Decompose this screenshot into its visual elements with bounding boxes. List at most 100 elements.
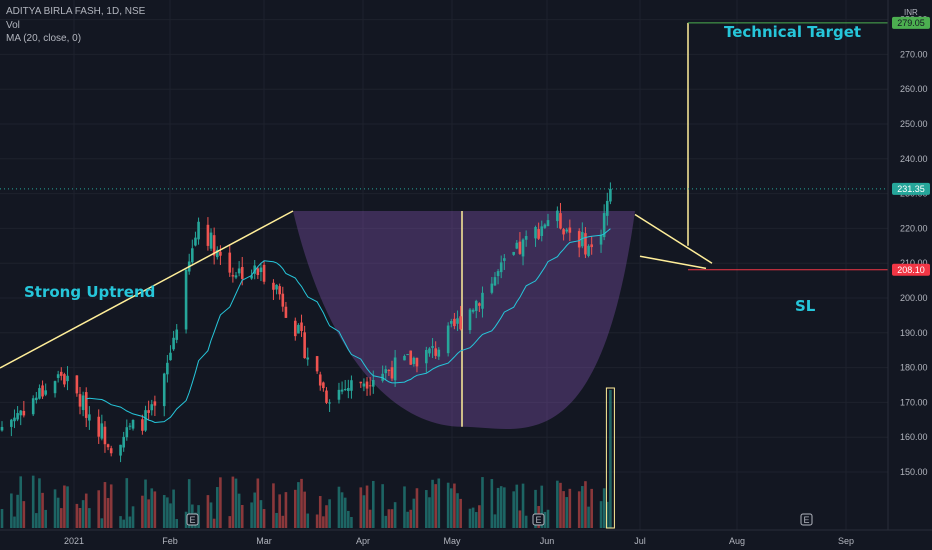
volume-bar xyxy=(66,486,69,528)
candle-body xyxy=(172,337,175,350)
volume-bar xyxy=(425,490,428,528)
candle-body xyxy=(325,390,328,403)
volume-bar xyxy=(393,502,397,528)
volume-bar xyxy=(275,512,278,528)
volume-bar xyxy=(368,509,372,528)
candle-body xyxy=(581,232,584,247)
candle-body xyxy=(428,348,431,354)
volume-bar xyxy=(577,491,581,528)
volume-bar xyxy=(540,485,544,528)
volume-bar xyxy=(518,510,522,528)
candle-body xyxy=(609,188,612,202)
y-tick-label: 200.00 xyxy=(900,293,928,303)
x-tick-label: 2021 xyxy=(64,536,84,546)
candle-body xyxy=(347,387,350,391)
candle-body xyxy=(546,220,550,227)
volume-bar xyxy=(534,489,537,528)
candle-body xyxy=(38,388,41,399)
volume-indicator-label[interactable]: Vol xyxy=(6,20,20,31)
candle-body xyxy=(512,251,515,255)
volume-bar xyxy=(259,500,263,528)
volume-bar xyxy=(131,506,135,528)
volume-bar xyxy=(306,513,310,528)
candle-body xyxy=(35,397,38,401)
volume-bar xyxy=(362,495,366,528)
volume-bar xyxy=(453,483,456,528)
volume-bar xyxy=(38,478,41,528)
y-tick-label: 180.00 xyxy=(900,363,928,373)
candle-body xyxy=(425,350,428,364)
candle-body xyxy=(587,245,590,256)
y-tick-label: 250.00 xyxy=(900,119,928,129)
volume-bar xyxy=(387,509,391,528)
pennant-lower-line xyxy=(639,255,707,270)
candle-body xyxy=(231,275,235,277)
earnings-marker[interactable] xyxy=(800,513,813,526)
y-tick-label: 270.00 xyxy=(900,49,928,59)
candle-body xyxy=(31,398,35,415)
volume-bar xyxy=(587,506,590,528)
candle-body xyxy=(437,349,441,357)
candle-body xyxy=(524,236,528,240)
candle-body xyxy=(41,385,44,397)
volume-bar xyxy=(437,478,441,528)
volume-bar xyxy=(474,512,478,528)
sl-price-tag-text: 208.10 xyxy=(897,265,925,275)
volume-bar xyxy=(503,487,506,528)
candle-body xyxy=(350,380,353,391)
volume-bar xyxy=(162,495,166,528)
volume-bar xyxy=(284,492,288,528)
currency-label: INR xyxy=(904,8,918,17)
candle-body xyxy=(318,374,322,386)
candle-body xyxy=(371,380,375,387)
volume-bar xyxy=(59,508,63,528)
candle-body xyxy=(412,357,416,364)
volume-bar xyxy=(141,495,144,528)
volume-highlight-box xyxy=(605,387,615,529)
volume-bar xyxy=(515,484,519,528)
y-tick-label: 190.00 xyxy=(900,328,928,338)
candle-body xyxy=(343,389,347,391)
candle-body xyxy=(493,277,497,286)
candle-body xyxy=(59,371,63,376)
volume-bar xyxy=(219,477,222,528)
volume-bar xyxy=(150,488,154,528)
candle-body xyxy=(518,241,522,254)
volume-bar xyxy=(75,503,79,528)
volume-bar xyxy=(521,483,525,528)
candle-body xyxy=(306,357,310,360)
candle-body xyxy=(16,413,19,420)
volume-bar xyxy=(206,495,210,528)
candle-body xyxy=(300,322,303,331)
candle-body xyxy=(459,316,462,330)
volume-bar xyxy=(13,516,16,528)
volume-bar xyxy=(605,501,609,528)
candle-body xyxy=(169,352,172,361)
x-tick-label: Feb xyxy=(162,536,178,546)
candle-body xyxy=(471,309,475,312)
volume-bar xyxy=(100,518,104,528)
volume-bar xyxy=(599,501,603,528)
earnings-marker[interactable] xyxy=(186,513,199,526)
candle-body xyxy=(359,381,363,384)
candle-body xyxy=(44,390,47,395)
candle-body xyxy=(543,224,547,228)
volume-bar xyxy=(496,487,500,528)
volume-bar xyxy=(581,486,584,528)
volume-bar xyxy=(490,479,494,528)
candle-body xyxy=(275,284,278,290)
candle-body xyxy=(194,237,197,246)
last-price-tag-text: 231.35 xyxy=(897,184,925,194)
volume-bar xyxy=(350,516,353,528)
time-axis[interactable]: 2021 Feb Mar Apr May Jun Jul Aug Sep xyxy=(0,529,932,546)
symbol-title[interactable]: ADITYA BIRLA FASH, 1D, NSE xyxy=(6,6,146,17)
volume-bar xyxy=(297,482,300,528)
candle-body xyxy=(577,231,581,248)
ma-indicator-label[interactable]: MA (20, close, 0) xyxy=(6,33,82,44)
candle-body xyxy=(456,318,459,324)
y-tick-label: 220.00 xyxy=(900,223,928,233)
earnings-marker[interactable] xyxy=(532,513,545,526)
candle-body xyxy=(209,232,213,249)
candle-body xyxy=(128,425,132,427)
